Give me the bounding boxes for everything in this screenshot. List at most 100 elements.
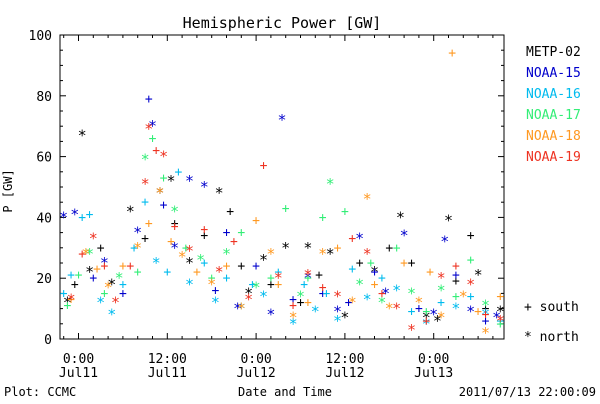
data-point: + (174, 165, 182, 180)
data-point: + (141, 195, 149, 210)
data-point: * (155, 184, 164, 202)
data-point: + (252, 259, 260, 274)
data-point: + (408, 305, 416, 320)
footer-plot-source: Plot: CCMC (4, 385, 76, 399)
data-point: + (496, 314, 504, 329)
data-point: + (482, 308, 490, 323)
data-point: + (60, 286, 68, 301)
data-point: * (481, 297, 490, 315)
data-point: + (119, 277, 127, 292)
data-point: * (59, 208, 68, 226)
data-point: + (467, 289, 475, 304)
data-point: * (355, 230, 364, 248)
data-point: * (211, 294, 220, 312)
data-point: * (303, 266, 312, 284)
data-point: + (267, 277, 275, 292)
data-point: + (422, 314, 430, 329)
x-tick-date-label: Jul13 (414, 366, 453, 381)
data-point: + (415, 302, 423, 317)
data-point: * (377, 294, 386, 312)
data-point: * (303, 239, 312, 257)
data-point: + (452, 289, 460, 304)
data-point: + (496, 289, 504, 304)
data-point: + (400, 256, 408, 271)
data-point: * (159, 148, 168, 166)
data-point: * (303, 269, 312, 287)
data-point: + (260, 159, 268, 174)
y-tick-label: 20 (36, 272, 52, 287)
data-point: * (70, 205, 79, 223)
y-tick-label: 100 (29, 29, 52, 44)
data-point: + (89, 271, 97, 286)
data-point: + (208, 271, 216, 286)
data-point: * (200, 178, 209, 196)
data-point: * (370, 263, 379, 281)
data-point: * (355, 275, 364, 293)
data-point: + (93, 262, 101, 277)
data-point: * (333, 287, 342, 305)
data-point: + (348, 232, 356, 247)
data-point: + (322, 286, 330, 301)
data-point: * (152, 254, 161, 272)
data-point: + (160, 171, 168, 186)
data-point: * (266, 245, 275, 263)
data-point: * (63, 294, 72, 312)
data-point: + (171, 220, 179, 235)
legend-entry: NOAA-19 (526, 150, 581, 165)
data-point: + (119, 286, 127, 301)
data-point: + (223, 271, 231, 286)
data-point: * (392, 300, 401, 318)
data-point: + (274, 265, 282, 280)
data-point: + (452, 268, 460, 283)
data-point: + (145, 92, 153, 107)
data-point: + (482, 302, 490, 317)
data-point: * (252, 278, 261, 296)
data-point: * (326, 175, 335, 193)
data-point: * (126, 202, 135, 220)
data-point: * (385, 300, 394, 318)
data-point: + (371, 265, 379, 280)
legend-entry: METP-02 (526, 45, 581, 60)
chart-title: Hemispheric Power [GW] (183, 14, 382, 32)
data-point: * (296, 287, 305, 305)
data-point: + (223, 259, 231, 274)
data-point: + (163, 265, 171, 280)
data-point: + (319, 280, 327, 295)
data-point: + (182, 241, 190, 256)
x-tick-date-label: Jul12 (237, 366, 276, 381)
data-point: + (289, 299, 297, 314)
data-point: * (244, 284, 253, 302)
data-point: + (348, 262, 356, 277)
data-point: + (78, 210, 86, 225)
data-point: + (237, 226, 245, 241)
data-point: * (451, 300, 460, 318)
data-point: + (130, 241, 138, 256)
data-point: * (422, 315, 431, 333)
y-tick-label: 0 (44, 333, 52, 348)
data-point: + (211, 283, 219, 298)
data-point: * (148, 117, 157, 135)
data-point: * (104, 278, 113, 296)
data-point: + (319, 286, 327, 301)
data-point: * (237, 300, 246, 318)
data-point: * (311, 303, 320, 321)
data-point: + (378, 271, 386, 286)
x-tick-time-label: 12:00 (325, 352, 364, 367)
data-point: + (452, 274, 460, 289)
legend-entry: NOAA-15 (526, 66, 581, 81)
data-point: * (259, 287, 268, 305)
data-point: * (363, 290, 372, 308)
data-point: * (107, 275, 116, 293)
marker-legend-entry: * north (524, 330, 579, 345)
x-tick-date-label: Jul11 (59, 366, 98, 381)
data-point: + (230, 235, 238, 250)
data-point: * (348, 294, 357, 312)
data-point: + (422, 305, 430, 320)
x-tick-date-label: Jul11 (148, 366, 187, 381)
data-point: * (381, 284, 390, 302)
data-point: * (207, 275, 216, 293)
data-point: * (318, 245, 327, 263)
data-point: * (107, 306, 116, 324)
data-point: * (244, 290, 253, 308)
y-tick-label: 80 (36, 90, 52, 105)
